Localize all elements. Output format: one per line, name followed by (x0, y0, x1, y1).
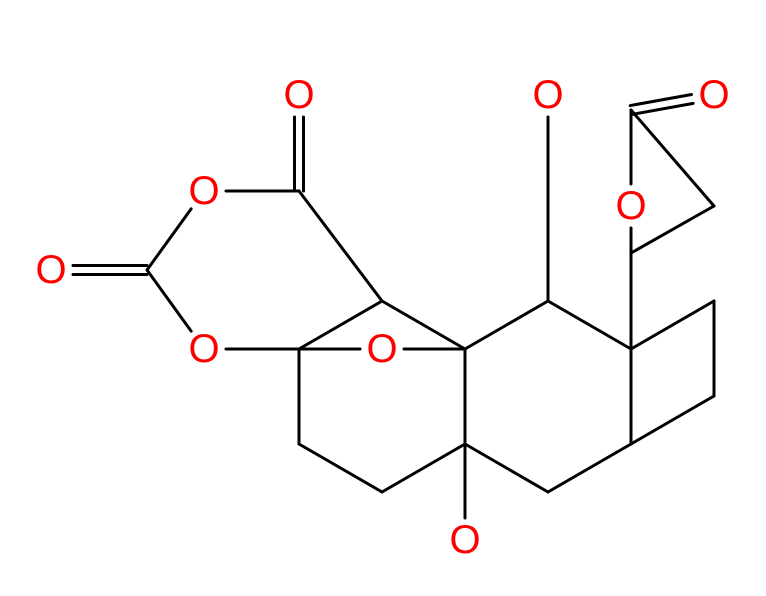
atom-label-o: O (188, 327, 219, 371)
molecule-diagram: O O O O O O O O O (0, 0, 766, 596)
bond (147, 209, 191, 270)
bond (631, 396, 714, 444)
atom-label-o: O (35, 248, 66, 292)
bond (147, 270, 191, 331)
bond (299, 444, 382, 492)
bond (382, 444, 465, 492)
bond (548, 444, 631, 492)
atom-label-o: O (366, 327, 397, 371)
bond (299, 191, 382, 301)
atom-label-o: O (698, 73, 729, 117)
bond (465, 444, 548, 492)
atom-label-o: O (449, 518, 480, 562)
bond (548, 301, 631, 349)
bond (631, 301, 714, 349)
atom-label-o: O (283, 73, 314, 117)
atom-label-o: O (188, 169, 219, 213)
atom-label-o: O (615, 184, 646, 228)
bond (465, 301, 548, 349)
atom-label-o: O (532, 73, 563, 117)
